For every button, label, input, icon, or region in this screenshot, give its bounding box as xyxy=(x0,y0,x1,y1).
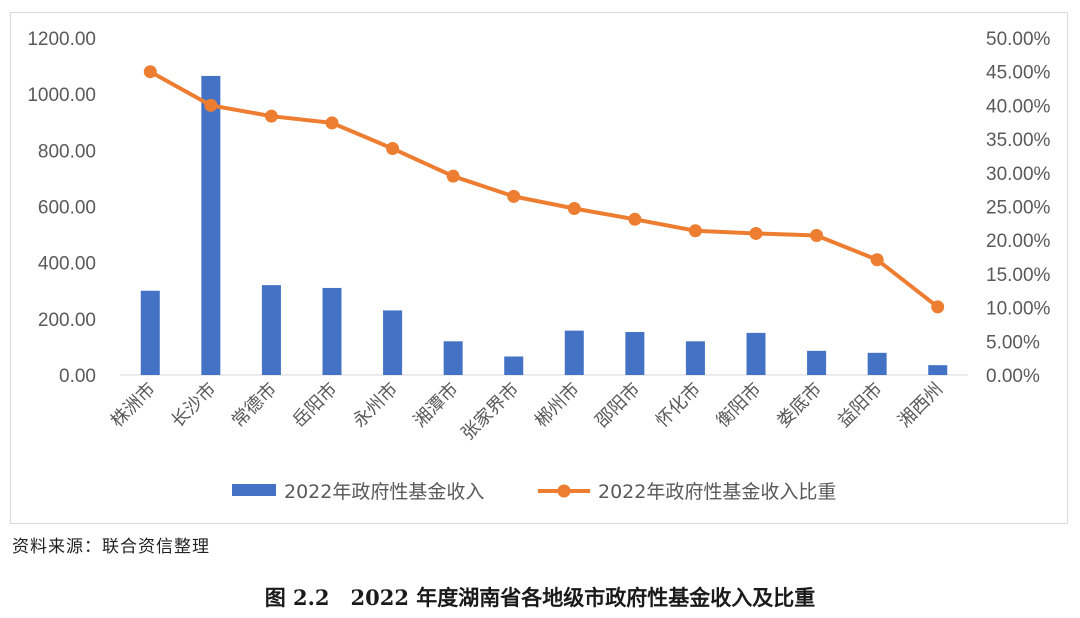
x-category-label: 湘西州 xyxy=(894,379,947,432)
y-left-tick-label: 1000.00 xyxy=(27,85,96,106)
figure-caption: 图 2.2 2022 年度湖南省各地级市政府性基金收入及比重 xyxy=(264,585,816,610)
ratio-point xyxy=(386,142,400,156)
x-category-label: 益阳市 xyxy=(834,379,887,432)
y-right-tick-label: 30.00% xyxy=(986,164,1051,185)
y-right-tick-label: 25.00% xyxy=(986,198,1051,219)
bar xyxy=(201,75,221,375)
bar xyxy=(807,350,827,375)
legend-swatch-point xyxy=(557,484,571,498)
y-left-tick-label: 1200.00 xyxy=(27,29,96,50)
x-category-label: 湘潭市 xyxy=(410,379,463,432)
y-right-tick-label: 50.00% xyxy=(986,29,1051,50)
y-left-tick-label: 0.00 xyxy=(59,366,96,387)
ratio-point xyxy=(567,202,581,216)
ratio-point xyxy=(749,226,763,240)
x-category-label: 怀化市 xyxy=(652,379,705,432)
ratio-point xyxy=(810,228,824,242)
ratio-point xyxy=(325,116,339,130)
bar xyxy=(928,365,948,375)
ratio-point xyxy=(931,300,945,314)
x-category-label: 长沙市 xyxy=(167,379,220,432)
bar xyxy=(504,356,524,375)
legend-swatch-bar xyxy=(232,484,276,496)
ratio-line xyxy=(149,69,939,309)
ratio-point xyxy=(446,169,460,183)
legend-label-line: 2022年政府性基金收入比重 xyxy=(598,481,836,503)
y-right-tick-label: 35.00% xyxy=(986,130,1051,151)
combo-chart: 0.00 200.00 400.00 600.00 800.00 1000.00 1200.… xyxy=(27,29,1051,503)
bar xyxy=(564,330,584,375)
ratio-point xyxy=(688,224,702,238)
x-category-label: 常德市 xyxy=(228,379,281,432)
y-right-tick-label: 5.00% xyxy=(986,332,1040,353)
ratio-point xyxy=(204,98,218,112)
bar xyxy=(867,352,887,375)
y-left-tick-label: 200.00 xyxy=(38,310,96,331)
y-left-tick-label: 400.00 xyxy=(38,254,96,275)
bar xyxy=(746,332,766,375)
source-note: 资料来源：联合资信整理 xyxy=(12,537,210,557)
x-category-label: 株洲市 xyxy=(107,379,160,432)
x-category-label: 邵阳市 xyxy=(591,379,644,432)
y-right-tick-label: 40.00% xyxy=(986,96,1051,117)
ratio-point xyxy=(143,65,157,79)
bar xyxy=(322,287,342,375)
bar xyxy=(685,341,705,375)
y-right-tick-label: 10.00% xyxy=(986,299,1051,320)
y-right-tick-label: 45.00% xyxy=(986,63,1051,84)
bar xyxy=(383,310,403,375)
bar xyxy=(140,290,160,375)
y-left-tick-label: 800.00 xyxy=(38,141,96,162)
x-category-label: 衡阳市 xyxy=(713,379,766,432)
y-right-tick-label: 0.00% xyxy=(986,366,1040,387)
y-left-tick-label: 600.00 xyxy=(38,198,96,219)
x-category-label: 永州市 xyxy=(349,379,402,432)
legend-label-bar: 2022年政府性基金收入 xyxy=(284,481,484,503)
ratio-point xyxy=(628,212,642,226)
x-category-label: 郴州市 xyxy=(531,379,584,432)
y-right-tick-label: 15.00% xyxy=(986,265,1051,286)
x-category-label: 娄底市 xyxy=(773,379,826,432)
x-category-label: 岳阳市 xyxy=(289,379,342,432)
y-right-tick-label: 20.00% xyxy=(986,231,1051,252)
x-category-label: 张家界市 xyxy=(457,379,523,445)
bar xyxy=(261,285,281,375)
ratio-point xyxy=(264,109,278,123)
chart-frame xyxy=(10,12,1068,524)
ratio-point xyxy=(507,189,521,203)
bar xyxy=(625,332,645,375)
ratio-point xyxy=(870,253,884,267)
bar xyxy=(443,341,463,375)
